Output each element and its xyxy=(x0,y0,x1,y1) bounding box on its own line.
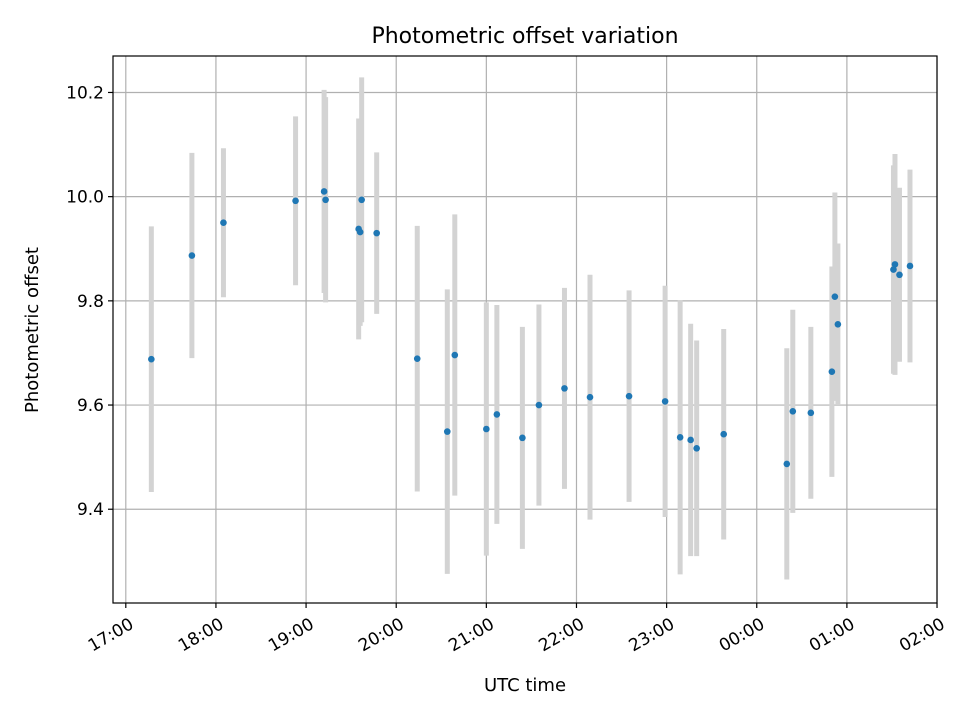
data-point xyxy=(148,355,155,363)
y-tick-label: 10.2 xyxy=(66,83,104,103)
x-tick-label: 00:00 xyxy=(716,614,768,656)
data-point xyxy=(807,409,815,417)
data-point xyxy=(320,188,328,195)
data-point xyxy=(519,434,526,442)
data-point xyxy=(625,392,633,400)
x-tick-label: 21:00 xyxy=(445,614,497,656)
data-point xyxy=(356,228,364,236)
data-point xyxy=(789,407,797,415)
data-point xyxy=(834,320,842,328)
x-tick-label: 19:00 xyxy=(265,614,317,656)
data-point xyxy=(687,436,694,444)
data-point xyxy=(413,355,421,362)
data-point xyxy=(831,293,839,300)
data-point xyxy=(661,398,669,405)
data-point xyxy=(890,266,897,273)
data-points xyxy=(148,188,914,468)
data-point xyxy=(896,271,903,279)
grid xyxy=(113,56,938,603)
data-point xyxy=(720,430,728,438)
data-point xyxy=(373,229,380,237)
axis-ticks: 17:00 18:00 19:00 20:00 21:00 22:00 23:00 00:00… xyxy=(66,83,948,656)
data-point xyxy=(586,393,594,401)
y-axis-label: Photometric offset xyxy=(22,247,43,413)
data-point xyxy=(493,411,501,418)
x-tick-label: 23:00 xyxy=(626,614,678,656)
data-point xyxy=(828,368,836,375)
x-tick-label: 01:00 xyxy=(806,614,858,656)
x-tick-label: 20:00 xyxy=(355,614,407,656)
data-point xyxy=(292,197,299,205)
data-point xyxy=(906,262,914,270)
plot-frame xyxy=(112,55,938,604)
data-point xyxy=(188,252,196,259)
x-tick-label: 22:00 xyxy=(536,614,588,656)
data-point xyxy=(451,351,459,359)
y-tick-label: 9.8 xyxy=(77,292,104,312)
data-point xyxy=(220,219,227,227)
x-tick-label: 02:00 xyxy=(896,614,948,656)
data-point xyxy=(483,425,490,433)
data-point xyxy=(561,385,568,392)
data-point xyxy=(358,196,365,204)
y-tick-label: 9.6 xyxy=(77,396,104,416)
chart-title: Photometric offset variation xyxy=(371,24,678,49)
data-point xyxy=(443,428,451,435)
y-tick-label: 10.0 xyxy=(66,188,104,208)
y-tick-label: 9.4 xyxy=(77,500,104,520)
x-axis-label: UTC time xyxy=(484,675,566,696)
x-tick-label: 18:00 xyxy=(175,614,227,656)
data-point xyxy=(322,196,329,204)
data-point xyxy=(676,434,684,441)
x-tick-label: 17:00 xyxy=(85,614,137,656)
data-point xyxy=(783,460,791,468)
data-point xyxy=(891,261,899,268)
data-point xyxy=(693,444,700,452)
data-point xyxy=(535,401,543,409)
error-bars xyxy=(148,77,913,580)
